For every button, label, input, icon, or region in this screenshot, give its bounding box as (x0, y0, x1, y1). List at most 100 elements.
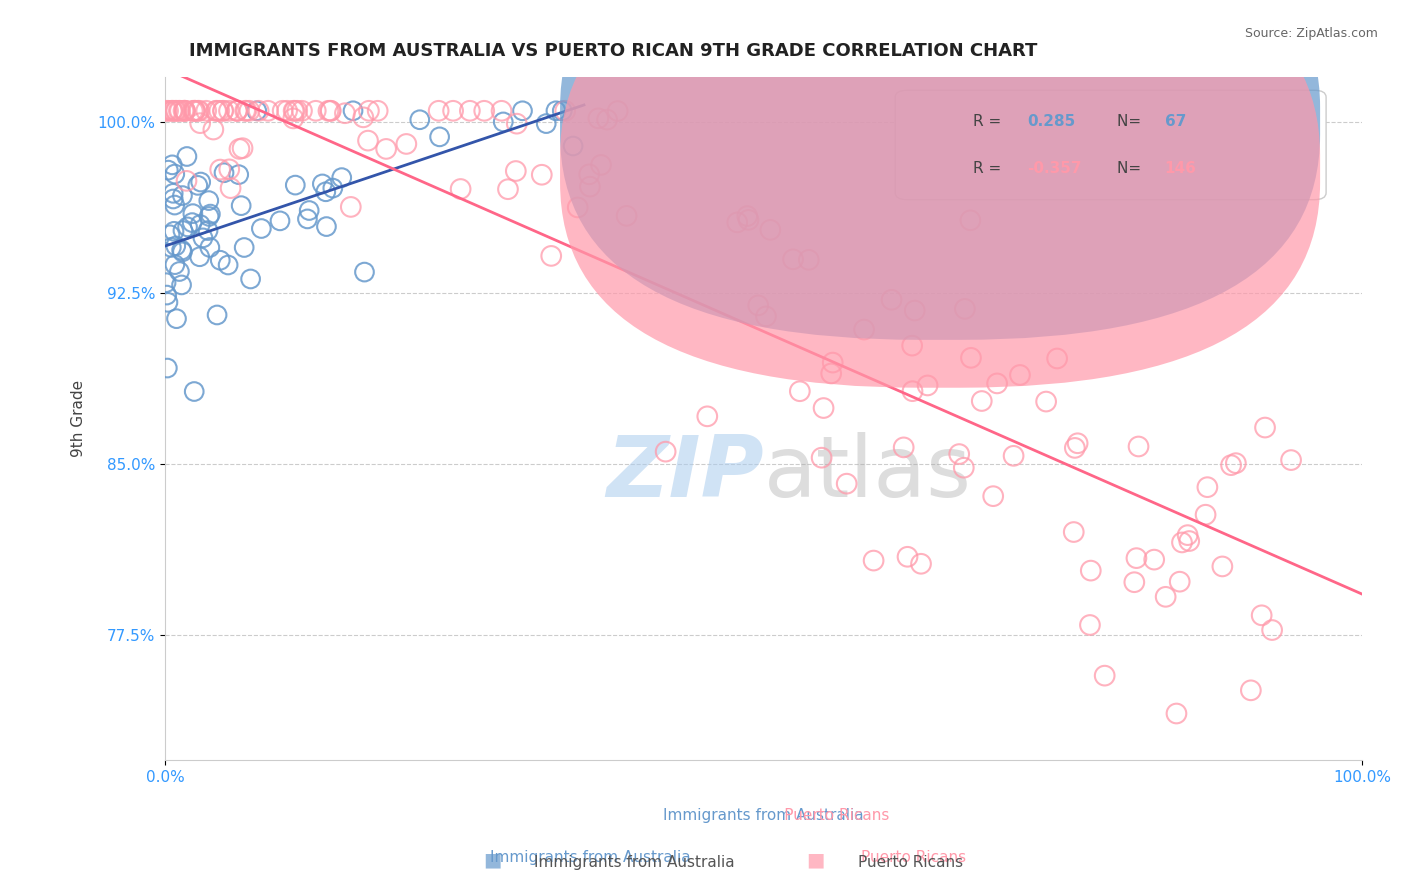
Point (176, 219, 198, 234)
Point (183, 384, 205, 399)
Point (283, 112, 305, 126)
Point (315, 185, 337, 199)
Point (162, 158, 184, 172)
Point (283, 103, 305, 118)
Point (160, 103, 183, 118)
Text: N=: N= (1116, 161, 1146, 177)
Point (205, 103, 228, 118)
Point (197, 194, 219, 208)
Point (901, 384, 924, 399)
Point (1225, 456, 1247, 470)
Point (862, 553, 884, 567)
Point (188, 250, 211, 264)
Point (205, 308, 228, 322)
Point (948, 447, 970, 461)
Point (191, 231, 214, 245)
Point (319, 103, 342, 118)
Point (208, 103, 231, 118)
Point (209, 162, 232, 177)
Point (896, 549, 918, 564)
Point (797, 252, 820, 267)
Point (536, 117, 558, 131)
Point (960, 351, 983, 365)
Text: Immigrants from Australia: Immigrants from Australia (534, 855, 735, 870)
Point (616, 209, 638, 223)
Point (305, 103, 328, 118)
Point (311, 177, 333, 191)
Point (953, 301, 976, 316)
Point (1143, 552, 1166, 566)
Point (247, 103, 270, 118)
Text: 146: 146 (1164, 161, 1197, 177)
Text: ■: ■ (482, 851, 502, 870)
Point (212, 166, 235, 180)
Text: ■: ■ (806, 851, 825, 870)
Point (789, 384, 811, 399)
Point (226, 103, 249, 118)
Point (170, 243, 193, 257)
Point (496, 182, 519, 196)
Point (235, 103, 257, 118)
Point (1123, 575, 1146, 590)
Point (1250, 608, 1272, 623)
Point (1128, 440, 1150, 454)
Point (205, 103, 228, 118)
Text: R =: R = (973, 161, 1007, 177)
Point (554, 103, 576, 118)
Point (156, 288, 179, 302)
Text: Immigrants from Australia: Immigrants from Australia (491, 850, 690, 865)
Point (606, 103, 628, 118)
Point (450, 182, 472, 196)
Point (165, 239, 187, 253)
Text: 67: 67 (1164, 113, 1185, 128)
Point (1211, 559, 1233, 574)
Point (981, 489, 1004, 503)
Point (917, 378, 939, 392)
Point (835, 476, 858, 491)
Point (176, 149, 198, 163)
Point (163, 198, 186, 212)
Text: atlas: atlas (763, 432, 972, 515)
Point (1063, 524, 1085, 539)
Point (1080, 564, 1102, 578)
Point (218, 162, 240, 177)
Point (367, 103, 389, 118)
Point (169, 103, 191, 118)
Point (228, 168, 250, 182)
Point (165, 103, 187, 118)
Point (276, 103, 298, 118)
Point (174, 103, 197, 118)
Point (1279, 453, 1302, 467)
Point (1178, 534, 1201, 549)
FancyBboxPatch shape (896, 90, 1326, 200)
Point (782, 252, 804, 267)
Point (813, 401, 835, 415)
Point (1261, 623, 1284, 637)
Point (1220, 458, 1243, 472)
Point (181, 103, 204, 118)
Point (579, 179, 602, 194)
Point (187, 103, 209, 118)
Text: Puerto Ricans: Puerto Ricans (638, 808, 889, 823)
Point (578, 167, 600, 181)
Point (1008, 368, 1031, 382)
Point (540, 249, 562, 263)
Point (1125, 551, 1147, 566)
Point (322, 181, 344, 195)
Point (333, 106, 356, 120)
Point (197, 223, 219, 237)
Point (155, 103, 177, 118)
Point (1063, 441, 1085, 455)
Point (735, 209, 758, 223)
Point (238, 103, 260, 118)
Point (820, 367, 842, 381)
Point (357, 103, 380, 118)
Point (1197, 480, 1219, 494)
Point (173, 103, 195, 118)
Point (1046, 351, 1069, 366)
Point (1240, 683, 1263, 698)
Point (353, 265, 375, 279)
Text: Source: ZipAtlas.com: Source: ZipAtlas.com (1244, 27, 1378, 40)
Text: R =: R = (973, 113, 1007, 128)
Point (1171, 535, 1194, 549)
